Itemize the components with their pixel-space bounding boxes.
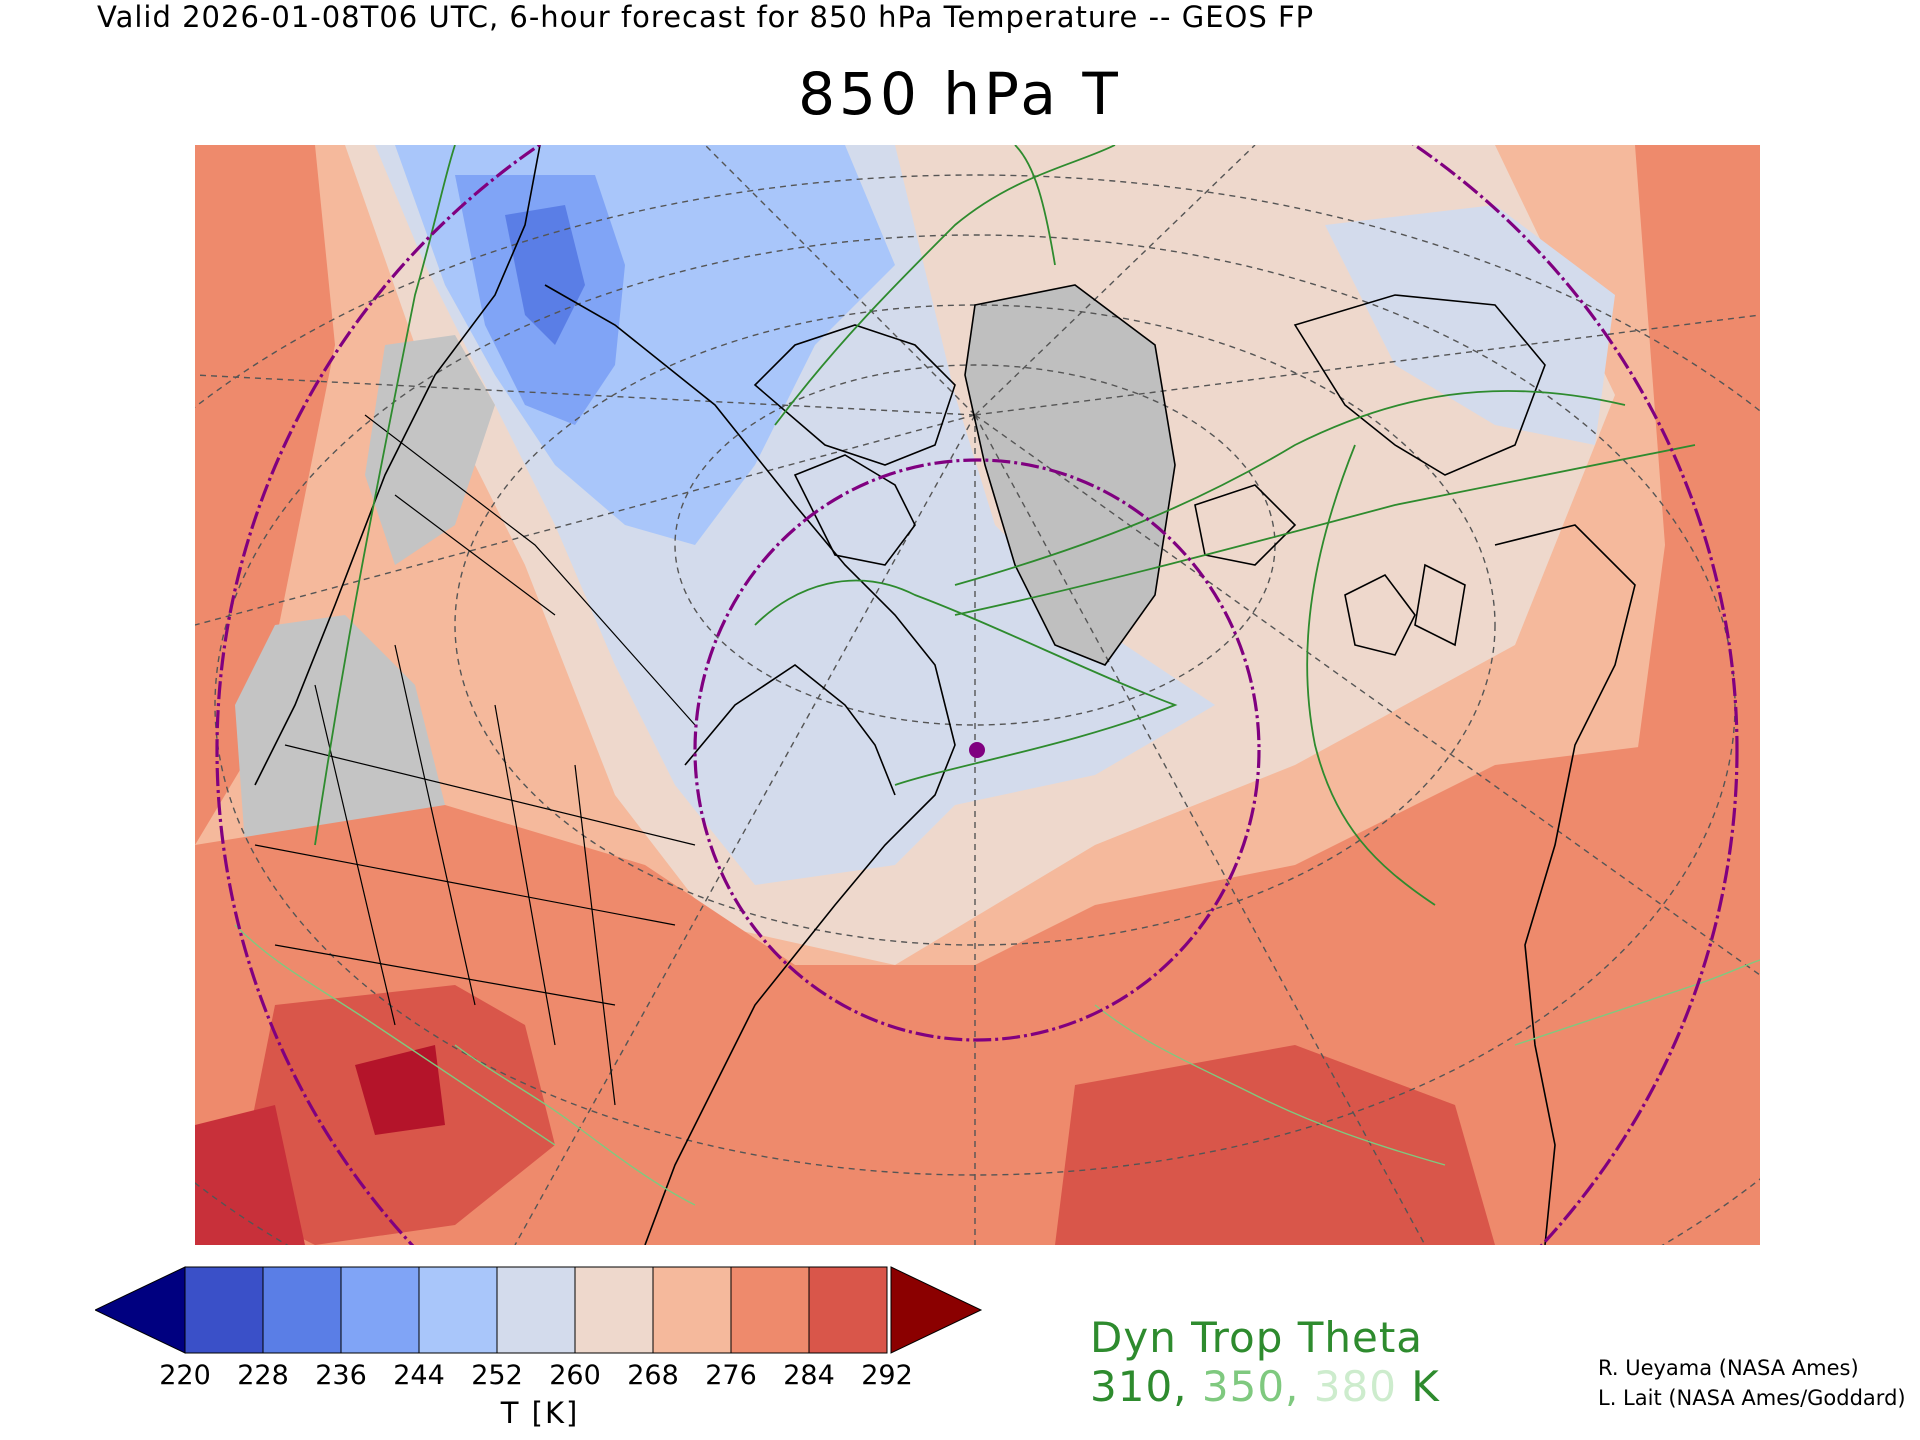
colorbar-tick-label: 220 — [159, 1360, 211, 1391]
map-title: 850 hPa T — [798, 60, 1122, 128]
trop-theta-legend-title: Dyn Trop Theta — [1090, 1313, 1424, 1362]
coastlines — [254, 145, 1636, 1245]
valid-time-header: Valid 2026-01-08T06 UTC, 6-hour forecast… — [97, 0, 1315, 34]
temperature-colorbar — [95, 1266, 983, 1354]
colorbar-tick-label: 292 — [861, 1360, 913, 1391]
colorbar-tick-label: 284 — [783, 1360, 835, 1391]
trop-theta-350-label: 350 — [1201, 1362, 1286, 1411]
colorbar-under-arrow — [95, 1266, 186, 1354]
trop-theta-separator: , — [1173, 1362, 1202, 1411]
trop-theta-separator: , — [1285, 1362, 1314, 1411]
temperature-region-hottest-texas — [355, 1045, 445, 1135]
trop-theta-legend-values: 310, 350, 380 K — [1090, 1362, 1440, 1411]
colorbar-cell — [652, 1266, 732, 1354]
credit-line-1: R. Ueyama (NASA Ames) — [1598, 1356, 1859, 1380]
colorbar-cell — [808, 1266, 888, 1354]
trop-theta-310-contours — [314, 145, 1696, 906]
trop-theta-350-contours — [234, 924, 1760, 1206]
temperature-region-coldest — [505, 205, 585, 345]
credit-line-2: L. Lait (NASA Ames/Goddard) — [1598, 1386, 1906, 1410]
alaska-terrain-mask — [365, 335, 495, 565]
reference-point-marker[interactable] — [969, 742, 985, 758]
political-borders — [254, 414, 696, 1106]
colorbar-tick-label: 252 — [471, 1360, 523, 1391]
colorbar-cells — [184, 1266, 888, 1354]
colorbar-cell — [184, 1266, 264, 1354]
temperature-region-cool-siberia — [1325, 205, 1615, 445]
graticule — [195, 145, 1760, 1245]
colorbar-cell — [730, 1266, 810, 1354]
reference-range-rings — [215, 145, 1739, 1245]
colorbar-over-arrow — [890, 1266, 983, 1354]
colorbar-cell — [262, 1266, 342, 1354]
colorbar-cell — [340, 1266, 420, 1354]
colorbar-tick-label: 268 — [627, 1360, 679, 1391]
temperature-region-hottest-mexico — [195, 1105, 305, 1245]
trop-theta-380-label: 380 — [1313, 1362, 1397, 1411]
colorbar-tick-label: 236 — [315, 1360, 367, 1391]
temperature-region-hot-atlantic — [1055, 1045, 1495, 1245]
colorbar-tick-label: 260 — [549, 1360, 601, 1391]
colorbar-cell — [574, 1266, 654, 1354]
colorbar-tick-label: 228 — [237, 1360, 289, 1391]
trop-theta-unit: K — [1396, 1362, 1440, 1411]
colorbar-cell — [418, 1266, 498, 1354]
colorbar-tick-label: 244 — [393, 1360, 445, 1391]
trop-theta-310-label: 310 — [1090, 1362, 1174, 1411]
forecast-map[interactable] — [195, 145, 1760, 1245]
colorbar-unit-label: T [K] — [500, 1396, 580, 1430]
colorbar-tick-label: 276 — [705, 1360, 757, 1391]
colorbar-cell — [496, 1266, 576, 1354]
